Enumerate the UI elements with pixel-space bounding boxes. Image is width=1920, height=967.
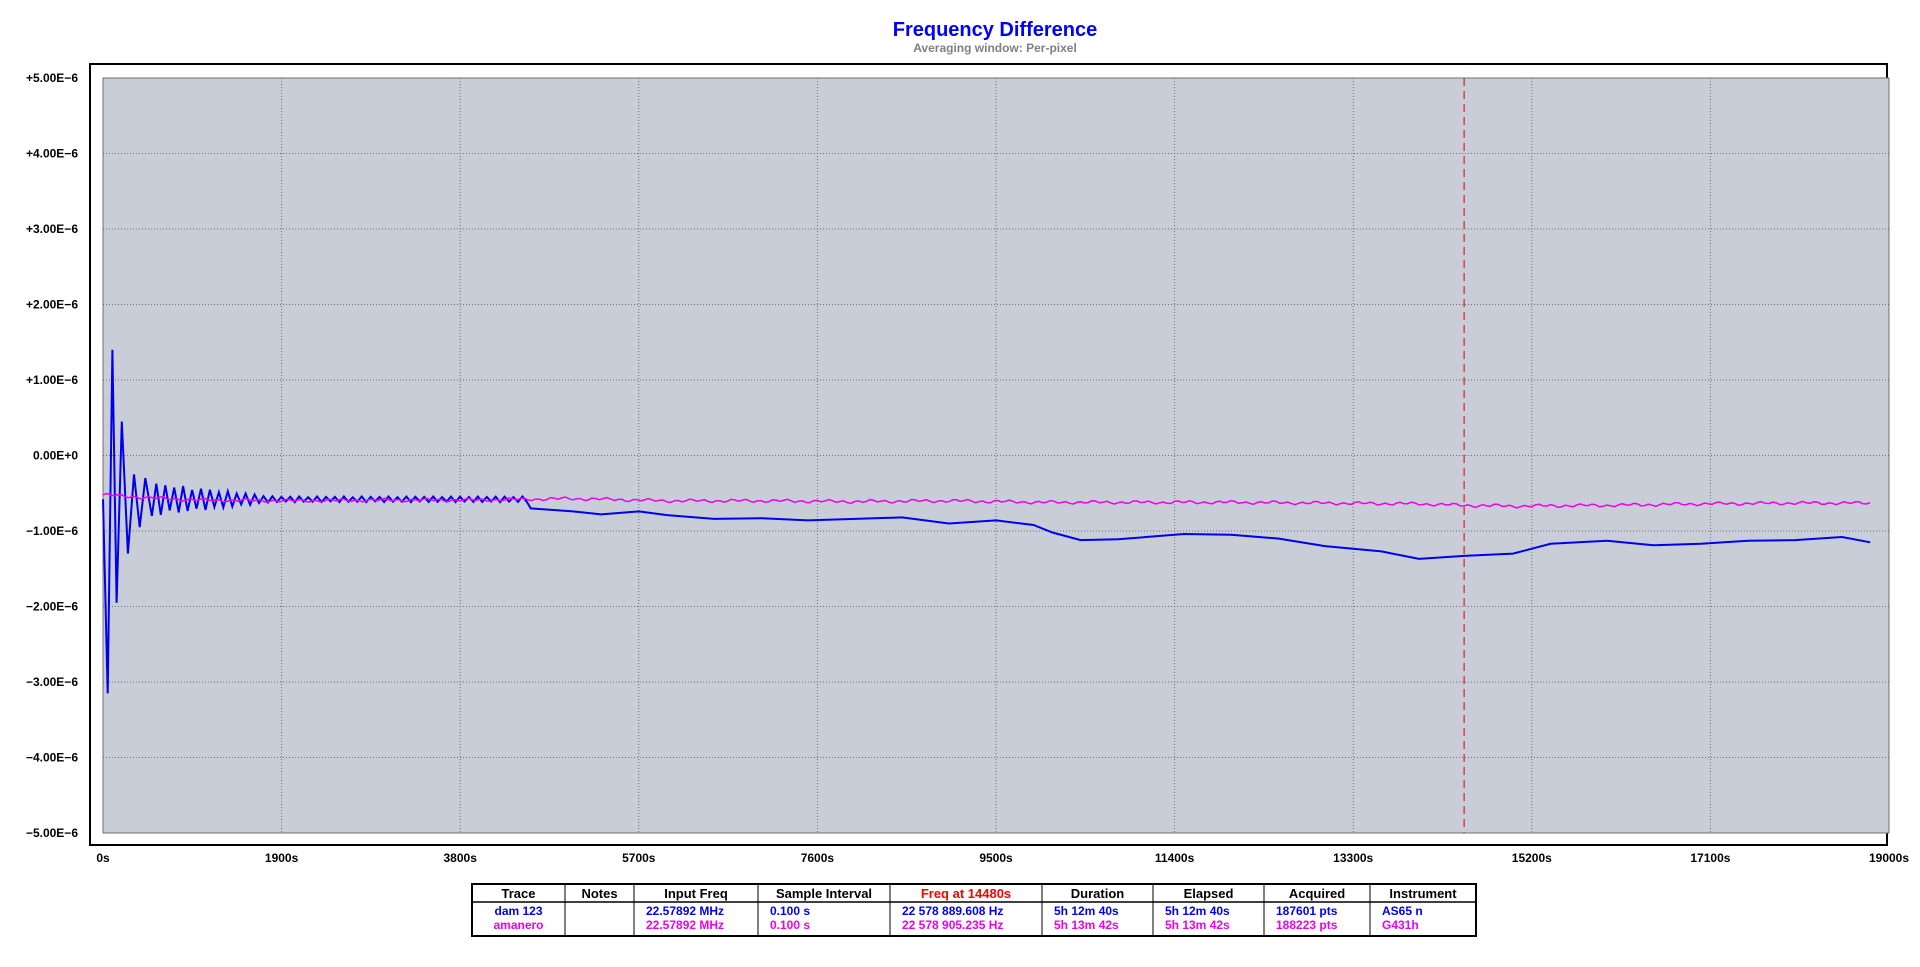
table-cell: 187601 pts <box>1276 904 1338 918</box>
series-line-1 <box>102 492 1871 509</box>
table-cell: 188223 pts <box>1276 918 1338 932</box>
x-tick-label: 15200s <box>1512 851 1552 865</box>
y-tick-label: 0.00E+0 <box>33 449 78 463</box>
table-header-cell: Trace <box>502 886 536 901</box>
table-cell: amanero <box>493 918 543 932</box>
table-cell: 22 578 905.235 Hz <box>902 918 1003 932</box>
y-tick-label: +1.00E−6 <box>26 373 78 387</box>
table-cell: G431h <box>1382 918 1419 932</box>
x-tick-label: 11400s <box>1155 851 1195 865</box>
table-cell: dam 123 <box>494 904 542 918</box>
table-frame <box>471 883 1477 937</box>
x-tick-label: 1900s <box>265 851 299 865</box>
table-header-cell: Elapsed <box>1184 886 1234 901</box>
trace-info-table: Trace Notes Input Freq Sample Interval Freq … <box>471 883 1477 937</box>
y-tick-label: −1.00E−6 <box>26 524 78 538</box>
y-tick-label: −3.00E−6 <box>26 675 78 689</box>
x-axis-ticks: 0s 1900s 3800s 5700s 7600s 9500s 11400s 13300s 1… <box>96 851 1909 865</box>
y-tick-label: −5.00E−6 <box>26 826 78 840</box>
x-tick-label: 13300s <box>1333 851 1373 865</box>
table-cell: 5h 13m 42s <box>1054 918 1119 932</box>
table-cell: 22.57892 MHz <box>646 918 724 932</box>
y-tick-label: +3.00E−6 <box>26 222 78 236</box>
chart-subtitle: Averaging window: Per-pixel <box>913 41 1077 55</box>
y-tick-label: −2.00E−6 <box>26 600 78 614</box>
y-tick-label: +4.00E−6 <box>26 147 78 161</box>
x-tick-label: 9500s <box>979 851 1013 865</box>
table-cell: 5h 12m 40s <box>1054 904 1119 918</box>
grid-lines <box>103 78 1889 833</box>
table-cell: AS65 n <box>1382 904 1423 918</box>
chart-title: Frequency Difference <box>893 19 1098 41</box>
table-cell: 0.100 s <box>770 904 810 918</box>
table-header-cell: Freq at 14480s <box>921 886 1011 901</box>
y-tick-label: +2.00E−6 <box>26 298 78 312</box>
x-tick-label: 7600s <box>801 851 835 865</box>
y-tick-label: +5.00E−6 <box>26 71 78 85</box>
x-tick-label: 3800s <box>444 851 478 865</box>
table-header-cell: Sample Interval <box>776 886 872 901</box>
plot-border <box>102 77 1890 834</box>
y-tick-label: −4.00E−6 <box>26 751 78 765</box>
table-header-cell: Input Freq <box>664 886 728 901</box>
x-tick-label: 19000s <box>1869 851 1909 865</box>
table-cell: 22.57892 MHz <box>646 904 724 918</box>
table-header-cell: Notes <box>581 886 617 901</box>
table-cell: 22 578 889.608 Hz <box>902 904 1003 918</box>
table-cell: 5h 12m 40s <box>1165 904 1230 918</box>
x-tick-label: 17100s <box>1690 851 1730 865</box>
x-tick-label: 5700s <box>622 851 656 865</box>
table-header-cell: Duration <box>1071 886 1125 901</box>
table-cell: 5h 13m 42s <box>1165 918 1230 932</box>
table-header-cell: Acquired <box>1289 886 1345 901</box>
series-layer <box>102 349 1871 694</box>
table-header-cell: Instrument <box>1389 886 1457 901</box>
series-line-0 <box>102 349 1871 694</box>
x-tick-label: 0s <box>96 851 110 865</box>
table-cell: 0.100 s <box>770 918 810 932</box>
y-axis-ticks: +5.00E−6 +4.00E−6 +3.00E−6 +2.00E−6 +1.00E−6… <box>26 71 78 840</box>
